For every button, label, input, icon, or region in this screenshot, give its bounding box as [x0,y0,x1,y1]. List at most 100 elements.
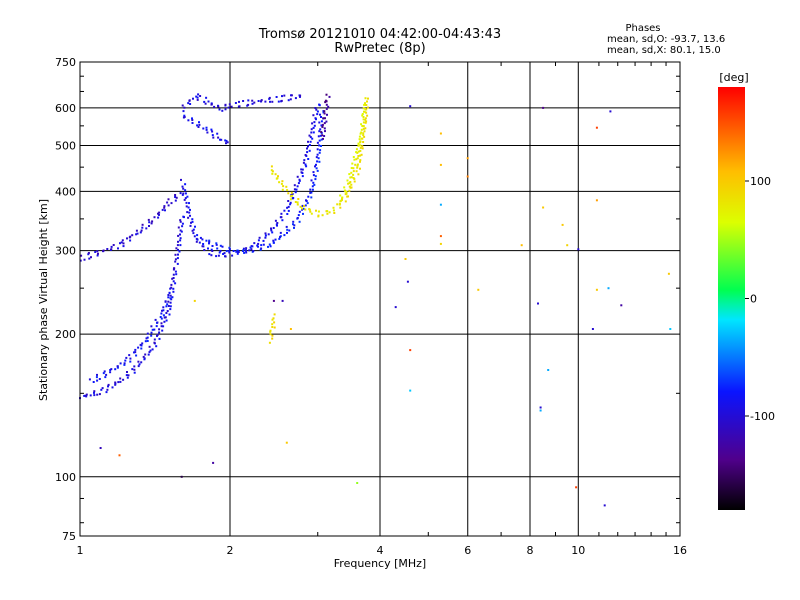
echo-point [150,331,153,334]
echo-point [338,202,341,205]
echo-point [112,244,115,246]
echo-point [102,372,105,375]
echo-point [362,127,365,130]
echo-point [134,348,137,351]
echo-point [158,337,161,340]
echo-point [319,128,322,131]
echo-point [281,95,283,98]
echo-point [109,369,112,371]
echo-point [80,254,83,257]
echo-point [319,149,322,152]
echo-point [215,242,218,245]
echo-point [324,101,327,104]
echo-point [177,248,179,251]
echo-point [98,378,101,380]
echo-point [295,188,298,191]
echo-point [203,249,206,251]
echo-point [361,145,364,148]
echo-point [360,131,363,134]
echo-point [322,117,325,120]
echo-point [188,202,190,205]
echo-point [317,215,320,218]
echo-point [308,134,311,137]
echo-point [177,234,180,237]
scatter-point [409,105,412,108]
echo-point [119,380,122,383]
scatter-point [466,157,469,160]
echo-point [138,363,141,366]
echo-point [141,226,144,229]
echo-point [317,210,320,213]
echo-point [293,184,296,187]
echo-point [93,394,96,397]
echo-point [279,236,281,239]
echo-point [163,206,166,209]
echo-point [355,158,358,161]
echo-point [106,248,109,250]
echo-point [285,225,288,228]
scatter-point [595,199,598,202]
echo-point [268,243,271,246]
echo-point [134,351,137,354]
echo-point [139,231,142,234]
echo-point [365,104,368,106]
echo-point [362,125,365,128]
echo-point [149,349,152,352]
echo-point [298,179,301,182]
echo-point [250,248,253,251]
echo-point [181,193,184,196]
echo-point [191,218,194,221]
echo-point [107,385,109,388]
echo-point [350,176,353,179]
echo-point [294,201,297,203]
echo-point [210,128,213,131]
echo-point [363,103,366,106]
echo-point [238,105,241,108]
echo-point [167,296,170,299]
echo-point [104,376,107,379]
echo-point [236,252,239,255]
echo-point [136,232,139,235]
echo-point [318,121,321,124]
echo-point [183,216,185,219]
echo-point [355,151,358,154]
scatter-point [539,406,542,409]
echo-point [153,216,156,219]
echo-point [269,245,272,248]
echo-point [361,113,364,115]
echo-point [218,108,221,111]
echo-point [280,99,283,102]
echo-point [221,245,224,248]
phases-x-stats: mean, sd,X: 80.1, 15.0 [607,45,721,56]
echo-point [359,141,362,144]
echo-point [287,99,290,102]
echo-point [126,376,129,379]
echo-point [183,106,186,109]
echo-point [306,147,308,150]
echo-point [187,206,190,209]
echo-point [199,95,202,97]
x-tick-label: 1 [77,544,84,557]
plot-frame [79,61,681,537]
echo-point [313,124,316,127]
echo-point [278,237,281,240]
echo-point [306,202,309,205]
echo-point [160,325,163,328]
echo-point [210,103,213,106]
echo-point [123,362,126,365]
echo-point [211,245,214,247]
echo-point [269,100,271,103]
echo-point [321,214,324,217]
scatter-point [356,482,359,484]
echo-point [125,356,128,359]
echo-point [251,99,254,102]
echo-point [216,132,219,135]
echo-point [325,107,328,110]
echo-point [186,195,189,198]
scatter-point [466,175,469,178]
echo-point [353,180,356,183]
echo-point [362,118,365,121]
echo-point [114,368,117,371]
echo-point [197,126,200,128]
echo-point [126,237,128,240]
